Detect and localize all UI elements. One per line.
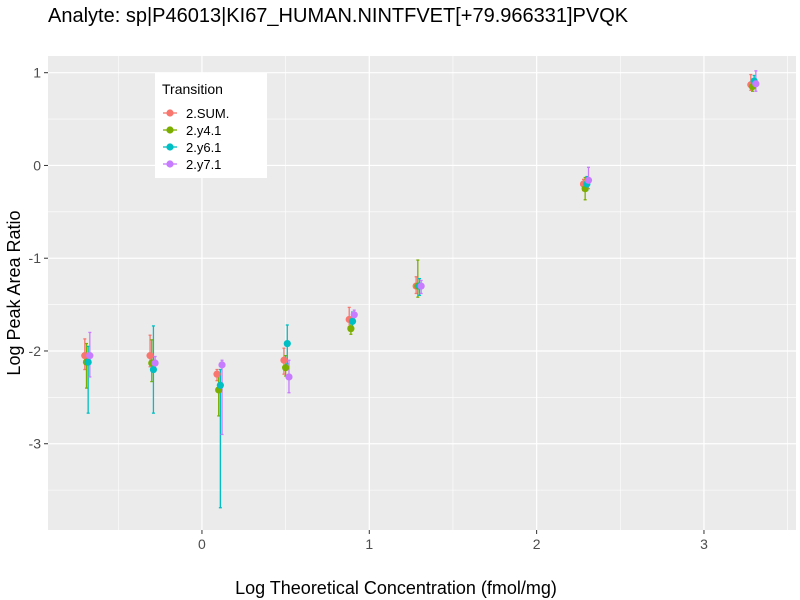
data-point xyxy=(280,356,288,364)
data-point xyxy=(218,361,226,369)
y-axis: 1 0 -1 -2 -3 xyxy=(29,65,48,452)
y-tick-label: -1 xyxy=(29,250,42,266)
data-points xyxy=(81,77,760,394)
data-point xyxy=(84,358,92,366)
y-tick-label: 1 xyxy=(33,65,41,81)
data-point xyxy=(146,352,154,360)
data-point xyxy=(216,381,224,389)
x-tick-label: 1 xyxy=(365,536,373,552)
y-tick-label: -2 xyxy=(29,343,42,359)
data-point xyxy=(348,317,357,325)
data-point xyxy=(350,311,358,319)
legend-label: 2.y4.1 xyxy=(186,123,221,138)
x-axis: 0 1 2 3 xyxy=(198,530,708,552)
legend-key-point xyxy=(166,109,174,117)
data-point xyxy=(285,373,293,381)
legend-key-point xyxy=(166,126,174,134)
y-tick-label: 0 xyxy=(33,157,41,173)
data-point xyxy=(149,365,158,374)
legend-label: 2.y6.1 xyxy=(186,140,221,155)
legend-key-point xyxy=(166,143,174,151)
data-point xyxy=(151,359,159,367)
legend-label: 2.SUM. xyxy=(186,106,229,121)
data-point xyxy=(282,364,290,372)
chart-title: Analyte: sp|P46013|KI67_HUMAN.NINTFVET[+… xyxy=(48,5,629,27)
data-point xyxy=(283,339,291,348)
x-axis-title: Log Theoretical Concentration (fmol/mg) xyxy=(235,578,557,598)
legend-label: 2.y7.1 xyxy=(186,157,221,172)
legend: Transition 2.SUM. 2.y4.1 2.y6.1 2.y7.1 xyxy=(155,73,267,178)
x-tick-label: 0 xyxy=(198,536,206,552)
x-tick-label: 3 xyxy=(700,536,708,552)
data-point xyxy=(584,176,593,184)
x-tick-label: 2 xyxy=(533,536,541,552)
y-tick-label: -3 xyxy=(29,436,42,452)
legend-box xyxy=(155,73,267,178)
data-point xyxy=(752,80,760,88)
legend-title: Transition xyxy=(162,81,223,97)
data-point xyxy=(347,325,355,333)
data-point xyxy=(86,352,94,360)
data-point xyxy=(213,370,221,378)
data-point xyxy=(81,352,89,360)
minor-gridlines xyxy=(48,56,796,530)
legend-key-point xyxy=(166,160,174,168)
legend-items: 2.SUM. 2.y4.1 2.y6.1 2.y7.1 xyxy=(163,106,229,172)
data-point xyxy=(417,282,425,290)
y-axis-title: Log Peak Area Ratio xyxy=(4,210,24,375)
